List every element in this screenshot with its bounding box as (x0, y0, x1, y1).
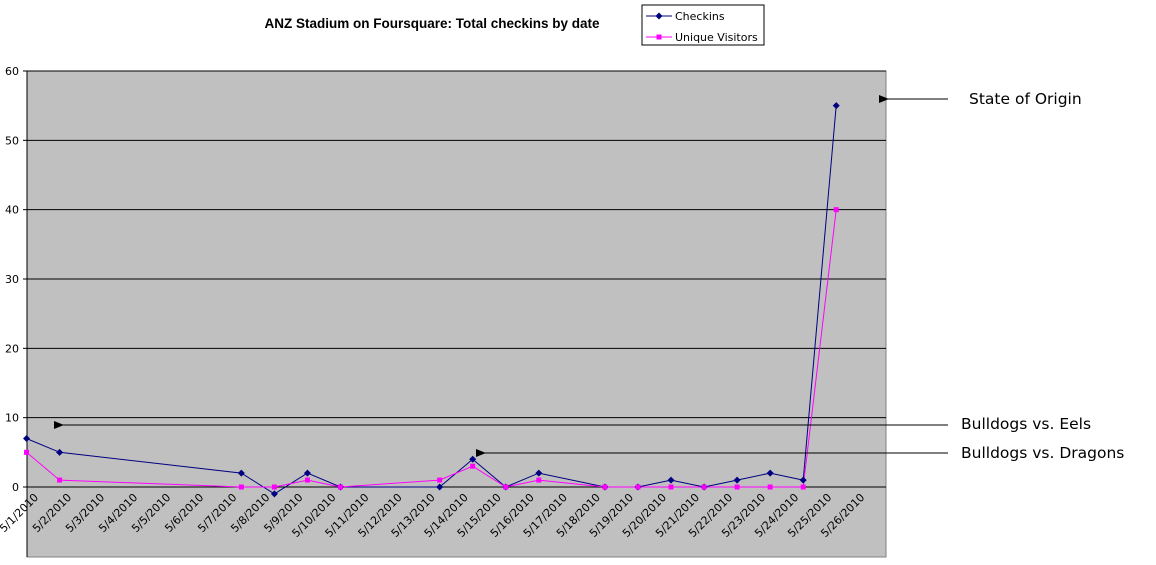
data-point-checkins (436, 483, 444, 491)
y-tick-label: 30 (5, 273, 19, 286)
annotation-label-bulldogs-vs-dragons: Bulldogs vs. Dragons (961, 444, 1124, 462)
y-tick-label: 40 (5, 204, 19, 217)
data-point-checkins (799, 476, 807, 484)
annotation-label-state-of-origin: State of Origin (969, 90, 1082, 108)
data-point-checkins (832, 102, 840, 110)
y-tick-label: 0 (12, 481, 19, 494)
data-point-unique-visitors (271, 484, 277, 490)
data-point-unique-visitors (668, 484, 674, 490)
annotation-bulldogs-vs-eels: Bulldogs vs. Eels (54, 415, 1091, 433)
data-point-checkins (270, 490, 278, 498)
data-point-checkins (667, 476, 675, 484)
data-point-unique-visitors (470, 463, 476, 469)
series-lines (26, 105, 837, 495)
data-point-unique-visitors (338, 484, 343, 490)
y-tick-label: 60 (5, 65, 19, 78)
data-point-unique-visitors (635, 484, 641, 490)
legend-label-checkins: Checkins (675, 10, 725, 23)
data-point-checkins (56, 448, 64, 456)
y-tick-label: 20 (5, 342, 19, 355)
data-point-unique-visitors (734, 484, 740, 490)
chart-title: ANZ Stadium on Foursquare: Total checkin… (264, 16, 600, 31)
data-point-checkins (733, 476, 741, 484)
y-tick-label: 10 (5, 412, 19, 425)
annotation-state-of-origin: State of Origin (879, 90, 1082, 108)
data-point-checkins (237, 469, 245, 477)
series-markers (23, 102, 840, 498)
data-point-unique-visitors (437, 477, 443, 483)
legend-item-checkins: Checkins (646, 10, 725, 23)
series-line-checkins (26, 105, 837, 495)
data-point-unique-visitors (238, 484, 244, 490)
legend-item-unique-visitors: Unique Visitors (646, 31, 758, 44)
data-point-unique-visitors (701, 484, 707, 490)
data-point-unique-visitors (503, 484, 509, 490)
data-point-checkins (23, 434, 31, 442)
y-tick-label: 50 (5, 134, 19, 147)
y-axis: 0 10 20 30 40 50 60 (5, 65, 28, 557)
series-line-unique-visitors (26, 209, 837, 488)
plot-area (26, 70, 887, 558)
data-point-unique-visitors (833, 207, 839, 213)
data-point-unique-visitors (767, 484, 773, 490)
data-point-checkins (535, 469, 543, 477)
annotation-label-bulldogs-vs-eels: Bulldogs vs. Eels (961, 415, 1091, 433)
data-point-unique-visitors (24, 449, 30, 455)
data-point-checkins (766, 469, 774, 477)
data-point-unique-visitors (304, 477, 310, 483)
data-point-checkins (469, 455, 477, 463)
gridlines (27, 70, 886, 419)
legend-checkins-marker (655, 12, 663, 20)
data-point-unique-visitors (57, 477, 63, 483)
data-point-checkins (303, 469, 311, 477)
data-point-unique-visitors (602, 484, 608, 490)
data-point-unique-visitors (536, 477, 542, 483)
legend: Checkins Unique Visitors (641, 4, 765, 46)
data-point-unique-visitors (800, 484, 806, 490)
legend-label-unique-visitors: Unique Visitors (675, 31, 758, 44)
annotation-bulldogs-vs-dragons: Bulldogs vs. Dragons (476, 444, 1124, 462)
legend-unique-visitors-marker (656, 34, 662, 40)
